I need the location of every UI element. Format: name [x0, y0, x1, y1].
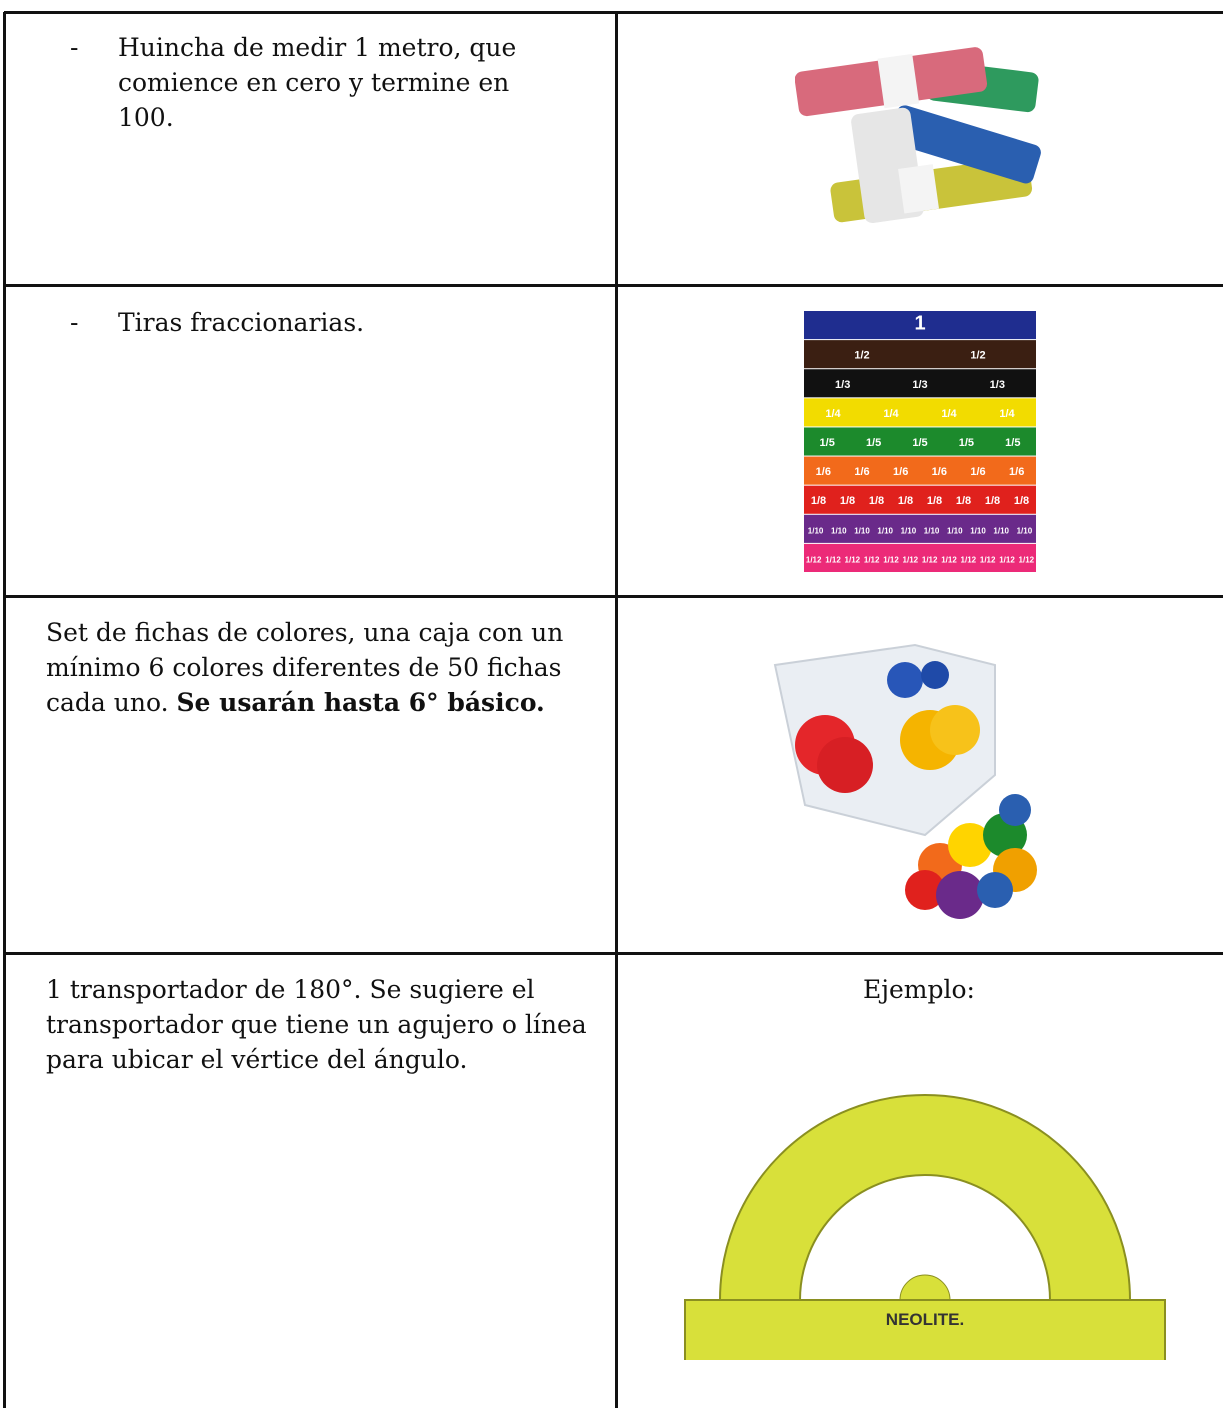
strip-label: 1/12 — [980, 555, 996, 564]
strip-label: 1/12 — [961, 555, 977, 564]
brand: NEOLITE. — [886, 1310, 964, 1329]
strip-label: 1/5 — [959, 437, 974, 449]
row-text: Huincha de medir 1 metro, que comience e… — [118, 33, 517, 132]
strip-label: 1/12 — [806, 555, 822, 564]
strip-label: 1/5 — [866, 437, 881, 449]
strip-label: 1/6 — [932, 466, 947, 478]
strip-label: 1/8 — [898, 495, 913, 507]
row-text: Set de fichas de colores, una caja con u… — [46, 615, 606, 720]
strip-label: 1/10 — [854, 526, 870, 535]
strip-label: 1/8 — [956, 495, 971, 507]
strip-label: 1/8 — [927, 495, 942, 507]
fraction-strips-image: 1 1/2 1/2 1/3 1/3 1/3 1/4 1/4 1/4 1/4 1/5 1/5 1/5 1/5… — [804, 311, 1036, 572]
table-border — [3, 12, 6, 1408]
strip-label: 1/4 — [883, 408, 899, 420]
table-border — [4, 11, 1223, 14]
strip-label: 1/4 — [999, 408, 1015, 420]
strip-label: 1/10 — [808, 526, 824, 535]
strip-label: 1/12 — [903, 555, 919, 564]
strip-label: 1/10 — [877, 526, 893, 535]
strip-label: 1/8 — [869, 495, 884, 507]
strip-label: 1/10 — [1017, 526, 1033, 535]
strip-label: 1/5 — [912, 437, 927, 449]
strip — [804, 456, 1036, 485]
strip — [804, 427, 1036, 456]
strip-label: 1/8 — [985, 495, 1000, 507]
strip-label: 1/4 — [941, 408, 957, 420]
strip-label: 1/6 — [970, 466, 985, 478]
row-text: Set de fichas de colores, una caja con u… — [46, 618, 564, 717]
tape-measure-image — [795, 47, 1041, 224]
row-text: 1 transportador de 180°. Se sugiere el t… — [46, 975, 587, 1074]
bold-note: Se usarán hasta 6° básico. — [176, 688, 545, 717]
bullet: - — [70, 33, 79, 62]
counters-image — [773, 643, 1037, 919]
row-border — [4, 952, 1223, 955]
strip-label: 1/3 — [990, 379, 1005, 391]
strip-label: 1/10 — [993, 526, 1009, 535]
strip — [804, 311, 1036, 340]
strip-label: 1/10 — [831, 526, 847, 535]
strip-label: 1/12 — [941, 555, 957, 564]
strip-label: 1/2 — [970, 350, 985, 362]
strip-label: 1/2 — [854, 350, 869, 362]
strip-label: 1/12 — [825, 555, 841, 564]
strip-label: 1/3 — [912, 379, 927, 391]
strip-label: 1/10 — [947, 526, 963, 535]
column-border — [615, 12, 618, 1408]
strip-label: 1/8 — [1014, 495, 1029, 507]
strip-label: 1/3 — [835, 379, 850, 391]
strip — [804, 514, 1036, 543]
strip-label: 1/12 — [999, 555, 1015, 564]
row-text: Tiras fraccionarias. — [118, 308, 365, 337]
strip-label: 1/5 — [1005, 437, 1020, 449]
strip-label: 1/12 — [845, 555, 861, 564]
row-border — [4, 284, 1223, 287]
strip-label: 1/6 — [854, 466, 869, 478]
strip — [804, 485, 1036, 514]
strip-label: 1 — [914, 313, 925, 335]
row-border — [4, 595, 1223, 598]
strip-label: 1/8 — [811, 495, 826, 507]
protractor-image: NEOLITE. — [684, 1094, 1166, 1360]
strip-label: 1/5 — [820, 437, 835, 449]
strip-label: 1/10 — [970, 526, 986, 535]
strip-label: 1/12 — [922, 555, 938, 564]
strip-label: 1/12 — [883, 555, 899, 564]
bullet: - — [70, 308, 79, 337]
strip — [804, 340, 1036, 369]
strip — [804, 398, 1036, 427]
strip-label: 1/10 — [924, 526, 940, 535]
strip-label: 1/6 — [1009, 466, 1024, 478]
strip-label: 1/10 — [901, 526, 917, 535]
strip — [804, 369, 1036, 398]
strip-label: 1/8 — [840, 495, 855, 507]
strip-label: 1/12 — [1019, 555, 1035, 564]
strip-label: 1/4 — [825, 408, 841, 420]
strip — [804, 543, 1036, 572]
strip-label: 1/12 — [864, 555, 880, 564]
strip-label: 1/6 — [816, 466, 831, 478]
caption: Ejemplo: — [863, 975, 975, 1004]
strip-label: 1/6 — [893, 466, 908, 478]
